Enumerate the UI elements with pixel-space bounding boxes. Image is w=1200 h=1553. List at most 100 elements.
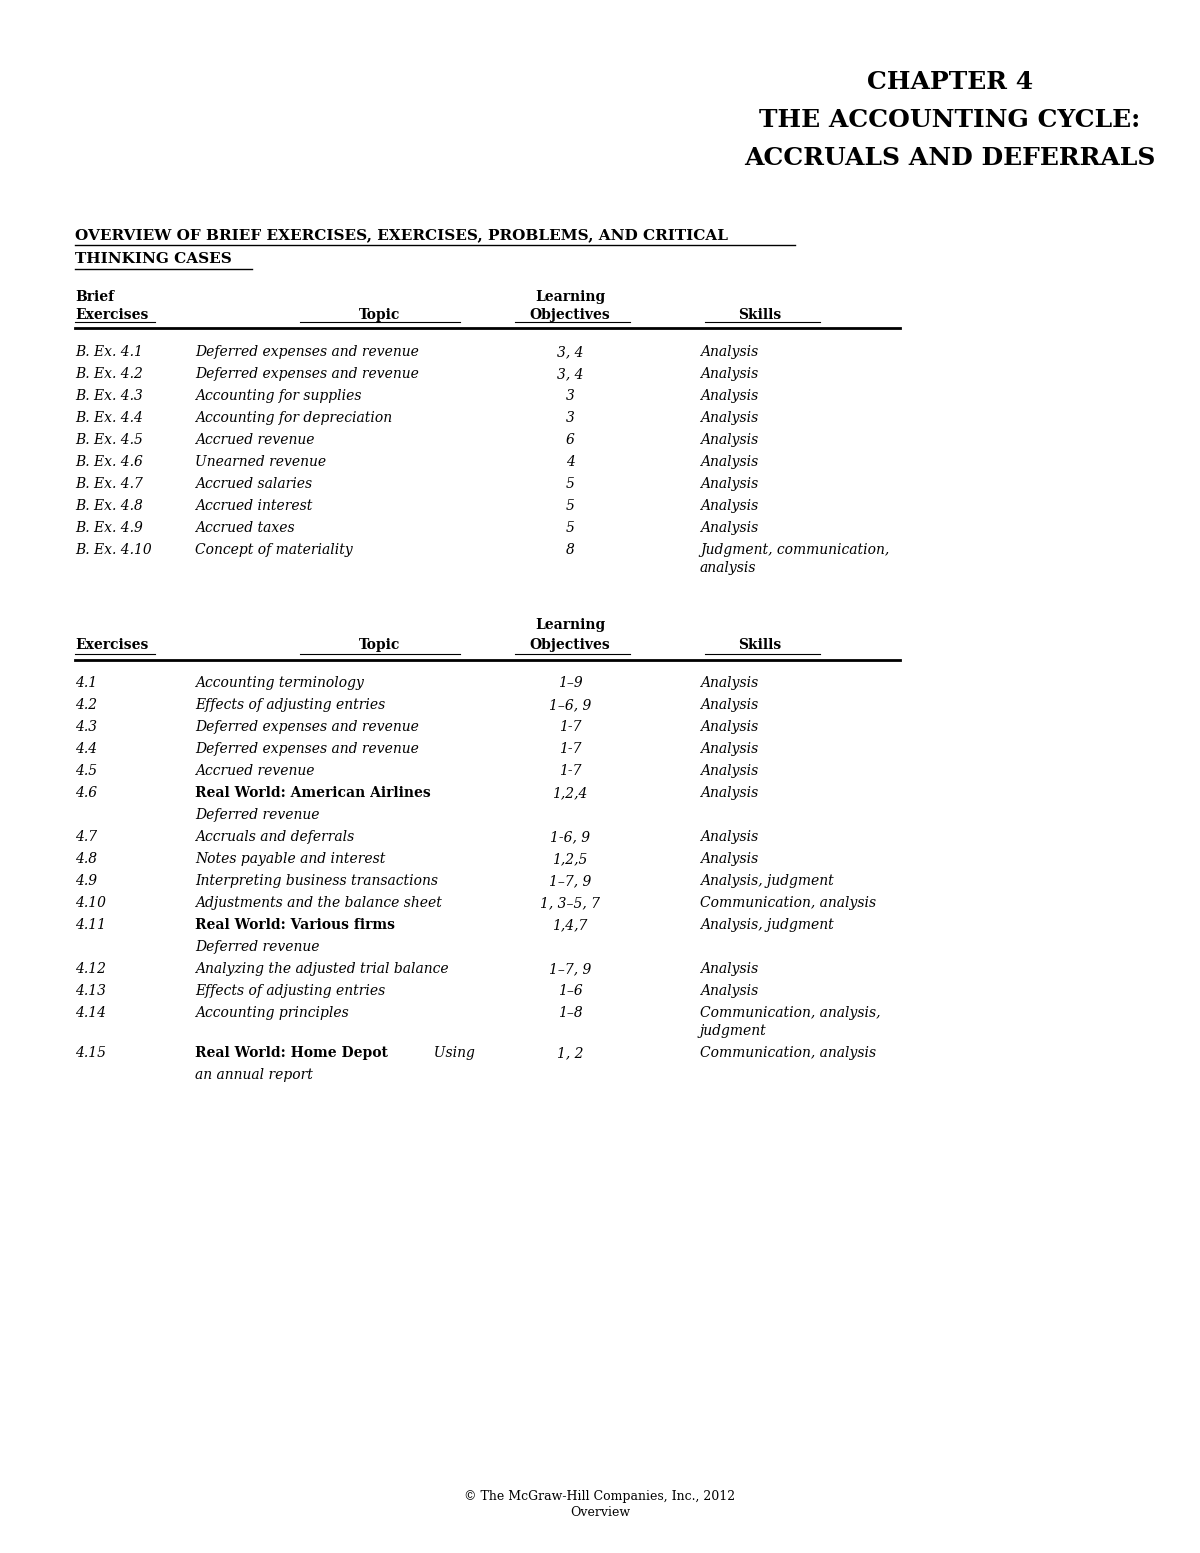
Text: 4.5: 4.5: [74, 764, 97, 778]
Text: Analysis, judgment: Analysis, judgment: [700, 918, 834, 932]
Text: 1–9: 1–9: [558, 676, 582, 690]
Text: B. Ex. 4.7: B. Ex. 4.7: [74, 477, 143, 491]
Text: Unearned revenue: Unearned revenue: [194, 455, 326, 469]
Text: CHAPTER 4: CHAPTER 4: [866, 70, 1033, 95]
Text: Real World: Various firms: Real World: Various firms: [194, 918, 395, 932]
Text: B. Ex. 4.2: B. Ex. 4.2: [74, 367, 143, 380]
Text: THINKING CASES: THINKING CASES: [74, 252, 232, 266]
Text: Analysis: Analysis: [700, 829, 758, 843]
Text: 1, 2: 1, 2: [557, 1047, 583, 1061]
Text: Analysis: Analysis: [700, 697, 758, 711]
Text: 4.1: 4.1: [74, 676, 97, 690]
Text: Deferred expenses and revenue: Deferred expenses and revenue: [194, 742, 419, 756]
Text: Analysis: Analysis: [700, 853, 758, 867]
Text: 1–6: 1–6: [558, 985, 582, 999]
Text: Effects of adjusting entries: Effects of adjusting entries: [194, 985, 385, 999]
Text: 1-7: 1-7: [559, 721, 581, 735]
Text: Overview: Overview: [570, 1506, 630, 1519]
Text: 4.2: 4.2: [74, 697, 97, 711]
Text: Effects of adjusting entries: Effects of adjusting entries: [194, 697, 385, 711]
Text: 1–8: 1–8: [558, 1006, 582, 1020]
Text: Accruals and deferrals: Accruals and deferrals: [194, 829, 354, 843]
Text: Using: Using: [425, 1047, 475, 1061]
Text: Accounting principles: Accounting principles: [194, 1006, 349, 1020]
Text: Deferred expenses and revenue: Deferred expenses and revenue: [194, 345, 419, 359]
Text: 3, 4: 3, 4: [557, 367, 583, 380]
Text: Analysis: Analysis: [700, 985, 758, 999]
Text: an annual report: an annual report: [194, 1068, 313, 1082]
Text: B. Ex. 4.10: B. Ex. 4.10: [74, 544, 151, 558]
Text: 4.4: 4.4: [74, 742, 97, 756]
Text: Learning: Learning: [535, 618, 605, 632]
Text: B. Ex. 4.3: B. Ex. 4.3: [74, 388, 143, 402]
Text: Analysis: Analysis: [700, 412, 758, 426]
Text: B. Ex. 4.9: B. Ex. 4.9: [74, 520, 143, 534]
Text: Analysis: Analysis: [700, 721, 758, 735]
Text: Interpreting business transactions: Interpreting business transactions: [194, 874, 438, 888]
Text: Topic: Topic: [359, 307, 401, 321]
Text: 4.13: 4.13: [74, 985, 106, 999]
Text: OVERVIEW OF BRIEF EXERCISES, EXERCISES, PROBLEMS, AND CRITICAL: OVERVIEW OF BRIEF EXERCISES, EXERCISES, …: [74, 228, 728, 242]
Text: 4.3: 4.3: [74, 721, 97, 735]
Text: judgment: judgment: [700, 1023, 767, 1037]
Text: Accounting for depreciation: Accounting for depreciation: [194, 412, 392, 426]
Text: B. Ex. 4.4: B. Ex. 4.4: [74, 412, 143, 426]
Text: Analysis: Analysis: [700, 786, 758, 800]
Text: B. Ex. 4.1: B. Ex. 4.1: [74, 345, 143, 359]
Text: Deferred expenses and revenue: Deferred expenses and revenue: [194, 367, 419, 380]
Text: 1-7: 1-7: [559, 764, 581, 778]
Text: Deferred revenue: Deferred revenue: [194, 808, 319, 822]
Text: Accounting for supplies: Accounting for supplies: [194, 388, 361, 402]
Text: Notes payable and interest: Notes payable and interest: [194, 853, 385, 867]
Text: Analysis: Analysis: [700, 764, 758, 778]
Text: Analysis: Analysis: [700, 388, 758, 402]
Text: B. Ex. 4.8: B. Ex. 4.8: [74, 499, 143, 512]
Text: 4.15: 4.15: [74, 1047, 106, 1061]
Text: 4: 4: [565, 455, 575, 469]
Text: Skills: Skills: [738, 638, 781, 652]
Text: Objectives: Objectives: [529, 307, 611, 321]
Text: THE ACCOUNTING CYCLE:: THE ACCOUNTING CYCLE:: [760, 109, 1141, 132]
Text: Analysis: Analysis: [700, 433, 758, 447]
Text: ACCRUALS AND DEFERRALS: ACCRUALS AND DEFERRALS: [744, 146, 1156, 169]
Text: Accounting terminology: Accounting terminology: [194, 676, 364, 690]
Text: Analyzing the adjusted trial balance: Analyzing the adjusted trial balance: [194, 961, 449, 975]
Text: B. Ex. 4.5: B. Ex. 4.5: [74, 433, 143, 447]
Text: Exercises: Exercises: [74, 307, 149, 321]
Text: Analysis: Analysis: [700, 345, 758, 359]
Text: 5: 5: [565, 499, 575, 512]
Text: 3: 3: [565, 388, 575, 402]
Text: 4.12: 4.12: [74, 961, 106, 975]
Text: Topic: Topic: [359, 638, 401, 652]
Text: 1-7: 1-7: [559, 742, 581, 756]
Text: Accrued taxes: Accrued taxes: [194, 520, 295, 534]
Text: 1–7, 9: 1–7, 9: [548, 961, 592, 975]
Text: Communication, analysis,: Communication, analysis,: [700, 1006, 881, 1020]
Text: Analysis: Analysis: [700, 367, 758, 380]
Text: Analysis: Analysis: [700, 520, 758, 534]
Text: Analysis: Analysis: [700, 961, 758, 975]
Text: Real World: American Airlines: Real World: American Airlines: [194, 786, 431, 800]
Text: 1–6, 9: 1–6, 9: [548, 697, 592, 711]
Text: Judgment, communication,: Judgment, communication,: [700, 544, 889, 558]
Text: Adjustments and the balance sheet: Adjustments and the balance sheet: [194, 896, 442, 910]
Text: Deferred expenses and revenue: Deferred expenses and revenue: [194, 721, 419, 735]
Text: 1–7, 9: 1–7, 9: [548, 874, 592, 888]
Text: analysis: analysis: [700, 561, 756, 575]
Text: 4.11: 4.11: [74, 918, 106, 932]
Text: Objectives: Objectives: [529, 638, 611, 652]
Text: Deferred revenue: Deferred revenue: [194, 940, 319, 954]
Text: Exercises: Exercises: [74, 638, 149, 652]
Text: Analysis: Analysis: [700, 499, 758, 512]
Text: 1,2,4: 1,2,4: [552, 786, 588, 800]
Text: Accrued interest: Accrued interest: [194, 499, 312, 512]
Text: 1,2,5: 1,2,5: [552, 853, 588, 867]
Text: 4.6: 4.6: [74, 786, 97, 800]
Text: 5: 5: [565, 520, 575, 534]
Text: Real World: Home Depot: Real World: Home Depot: [194, 1047, 388, 1061]
Text: 3, 4: 3, 4: [557, 345, 583, 359]
Text: Analysis: Analysis: [700, 477, 758, 491]
Text: 6: 6: [565, 433, 575, 447]
Text: Concept of materiality: Concept of materiality: [194, 544, 353, 558]
Text: Analysis: Analysis: [700, 676, 758, 690]
